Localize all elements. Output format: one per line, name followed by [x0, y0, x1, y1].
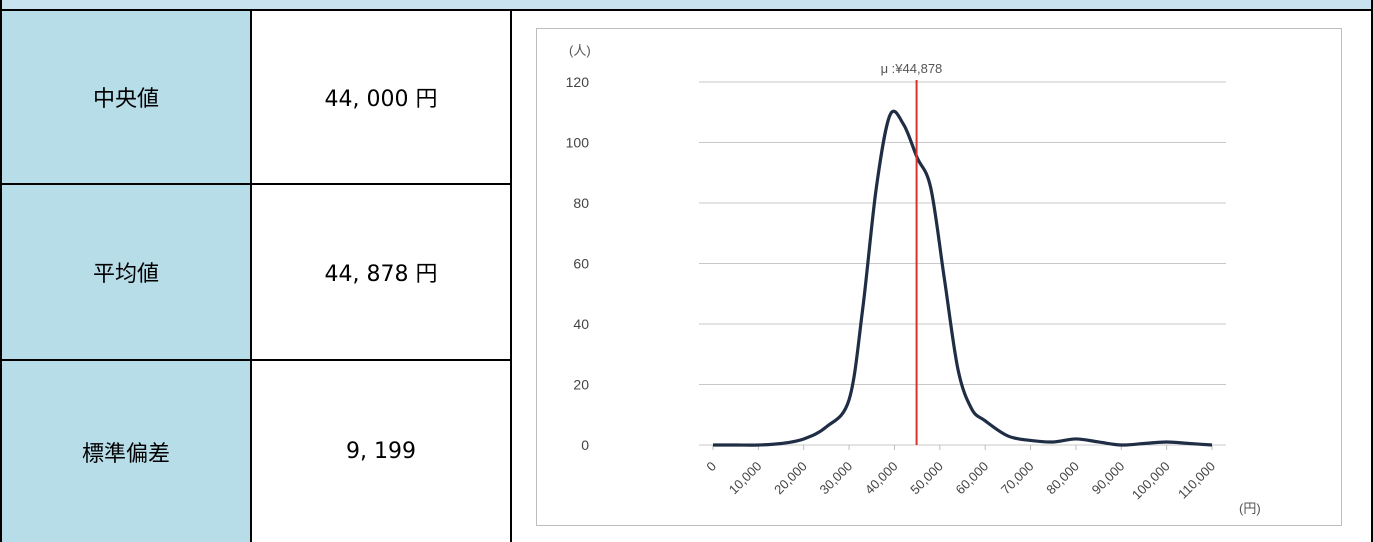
mean-label: μ :¥44,878 [881, 61, 943, 76]
stddev-value: 9, 199 [346, 439, 416, 464]
distribution-chart: 0 20 40 60 80 100 120 0 10,000 20,000 30,000 40,000… [536, 28, 1342, 526]
x-tick-label: 20,000 [771, 459, 810, 498]
chart-svg: 0 20 40 60 80 100 120 0 10,000 20,000 30,000 40,000… [566, 43, 1261, 516]
stddev-label: 標準偏差 [81, 441, 170, 467]
y-tick-label: 20 [573, 377, 589, 393]
y-tick-label: 0 [581, 437, 589, 453]
x-axis-unit-label: (円) [1239, 501, 1261, 516]
border-right [1371, 0, 1373, 542]
x-tick-label: 110,000 [1175, 459, 1218, 502]
y-tick-label: 60 [573, 256, 589, 272]
row-divider-2 [0, 359, 512, 361]
y-tick-label: 40 [573, 316, 589, 332]
value-cell-mean: 44, 878 円 [252, 185, 510, 359]
mean-label: 平均値 [92, 262, 159, 287]
x-tick-label: 100,000 [1129, 459, 1173, 503]
x-tick-label: 0 [703, 459, 719, 475]
border-col2 [510, 11, 512, 542]
y-tick-label: 100 [566, 135, 590, 151]
y-tick-label: 80 [573, 195, 589, 211]
label-cell-mean: 平均値 [2, 185, 250, 359]
x-tick-label: 60,000 [953, 459, 992, 498]
x-tick-label: 40,000 [862, 459, 901, 498]
y-axis-unit-label: (人) [569, 43, 591, 58]
mean-value: 44, 878 円 [324, 262, 438, 287]
border-col1 [250, 11, 252, 542]
y-tick-label: 120 [566, 74, 590, 90]
value-cell-median: 44, 000 円 [252, 11, 510, 183]
label-cell-stddev: 標準偏差 [2, 361, 250, 542]
table-header-band [0, 0, 1373, 11]
row-divider-1 [0, 183, 512, 185]
label-cell-median: 中央値 [2, 11, 250, 183]
x-tick-label: 10,000 [726, 459, 765, 498]
x-tick-label: 70,000 [998, 459, 1037, 498]
x-tick-label: 90,000 [1089, 459, 1128, 498]
series-line [712, 109, 1213, 447]
x-tick-label: 30,000 [816, 459, 855, 498]
median-value: 44, 000 円 [324, 87, 438, 112]
median-label: 中央値 [92, 87, 159, 112]
x-tick-label: 50,000 [907, 459, 946, 498]
border-left [0, 0, 2, 542]
value-cell-stddev: 9, 199 [252, 361, 510, 542]
x-tick-label: 80,000 [1043, 459, 1082, 498]
